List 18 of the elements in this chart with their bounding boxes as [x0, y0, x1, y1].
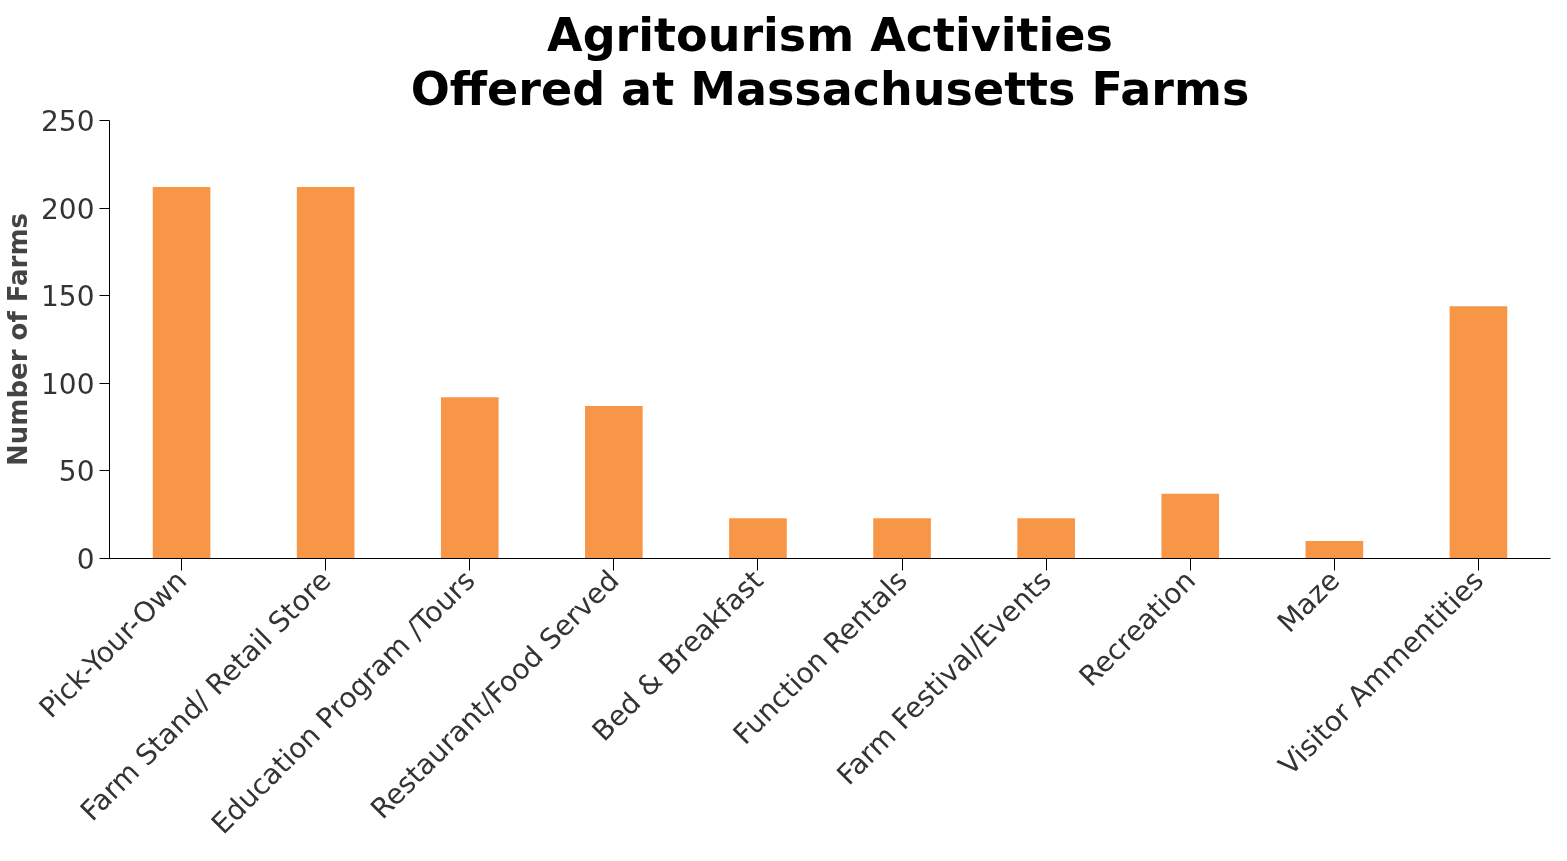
bar: [873, 518, 931, 559]
bar: [729, 518, 787, 559]
y-tick-label: 250: [41, 105, 95, 138]
bar: [1017, 518, 1075, 559]
bar: [152, 187, 211, 559]
chart-title: Agritourism Activities Offered at Massachusetts Farms: [410, 7, 1250, 116]
bar: [296, 187, 355, 559]
y-tick-label: 100: [41, 367, 95, 401]
y-tick-label: 50: [58, 455, 95, 489]
bar: [585, 406, 643, 559]
bar: [1305, 540, 1364, 559]
y-tick-label: 150: [41, 280, 95, 314]
bar: [440, 397, 499, 559]
bar: [1161, 493, 1220, 559]
y-tick-label: 200: [41, 192, 95, 226]
bar: [1449, 306, 1508, 559]
y-axis-title: Number of Farms: [3, 213, 34, 466]
y-tick-label: 0: [76, 543, 95, 576]
